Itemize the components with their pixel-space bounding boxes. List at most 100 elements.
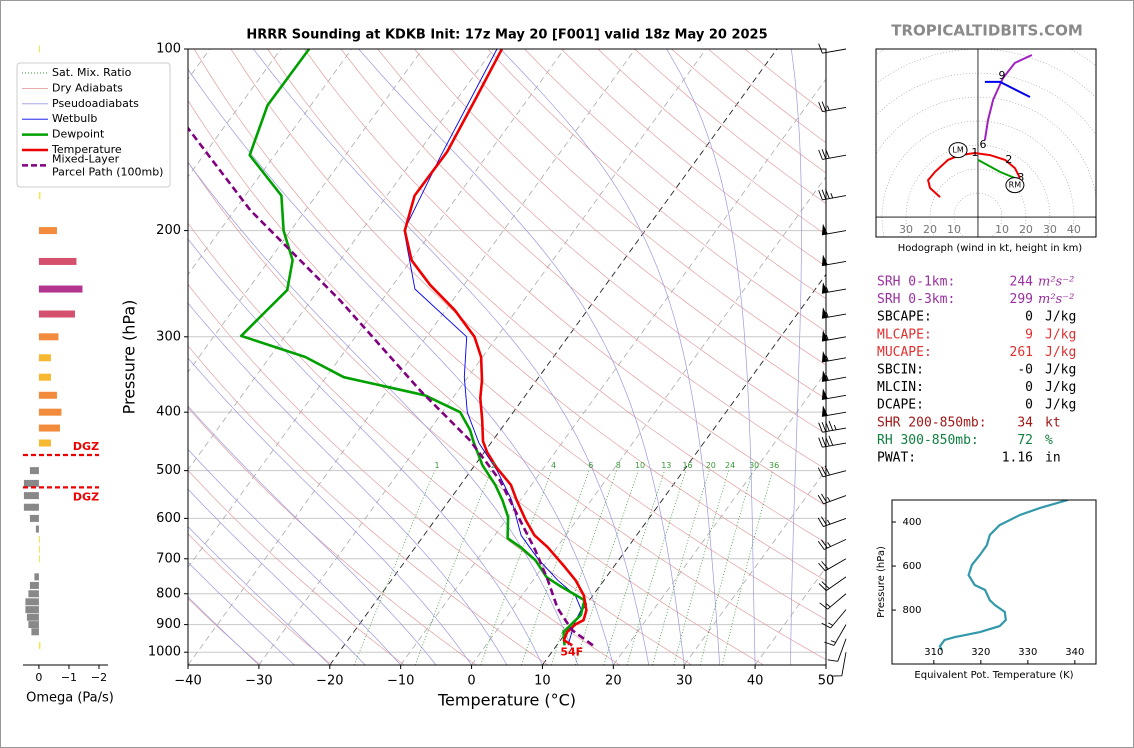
isotherm (471, 176, 826, 665)
pseudoadiabat (188, 448, 401, 665)
x-axis-label: Omega (Pa/s) (26, 691, 114, 706)
stat-unit: m²s⁻² (1038, 275, 1074, 290)
isotherm (188, 49, 565, 569)
mixing-ratio-label: 30 (749, 461, 759, 470)
dgz-label: DGZ (73, 440, 99, 453)
stat-value: 244 (1010, 275, 1034, 290)
dry-adiabat (377, 49, 826, 435)
stat-value: 34 (1017, 415, 1033, 430)
omega-bar (38, 535, 40, 543)
legend-label: Mixed-Layer Parcel Path (100mb) (52, 152, 163, 178)
mixing-ratio-line (603, 470, 665, 665)
surface-temp-label: 54F (560, 645, 583, 658)
wind-barb (817, 493, 847, 505)
storm-motion-label: LM (952, 146, 963, 155)
x-tick-label: 0 (467, 674, 475, 689)
wind-barb (821, 370, 847, 382)
y-tick-label: 400 (902, 517, 921, 528)
omega-bar (23, 492, 39, 500)
hodo-caption: Hodograph (wind in kt, height in km) (898, 243, 1083, 254)
mixing-ratio-line (699, 470, 754, 665)
wind-barb (821, 405, 847, 417)
plot-frame (187, 48, 827, 666)
stat-unit: J/kg (1045, 380, 1076, 395)
mixing-ratio-line (652, 470, 710, 665)
dry-adiabat (414, 49, 826, 400)
wind-barb (817, 465, 847, 478)
dry-adiabat (188, 222, 692, 665)
x-tick-label: 40 (747, 674, 764, 689)
stat-label: RH 300-850mb: (877, 433, 979, 448)
omega-bar (35, 525, 39, 533)
wind-barb (821, 307, 847, 319)
dry-adiabat (193, 49, 826, 621)
legend-line: Mixed-Layer (52, 152, 120, 165)
x-tick-label: −40 (174, 674, 201, 689)
legend-label: Pseudoadiabats (52, 97, 139, 110)
y-tick-label: 100 (156, 42, 181, 57)
mixing-ratio-label: 2 (491, 461, 496, 470)
pseudoadiabat (790, 49, 802, 665)
stat-unit: J/kg (1045, 363, 1076, 378)
dry-adiabat (450, 49, 826, 366)
hodo-tick-label: 30 (899, 223, 913, 236)
stat-label: DCAPE: (877, 398, 924, 413)
legend-label: Dewpoint (52, 128, 105, 141)
stat-value: 0 (1025, 398, 1033, 413)
mixing-ratio-label: 24 (725, 461, 735, 470)
profile-line (403, 49, 582, 646)
omega-bar (29, 467, 39, 475)
omega-bar (23, 479, 39, 487)
isotherm (542, 273, 826, 665)
wind-barb (821, 223, 847, 236)
x-tick-label: 330 (1018, 647, 1037, 658)
stat-unit: J/kg (1045, 310, 1076, 325)
omega-bar (38, 642, 41, 650)
pseudoadiabat (188, 405, 437, 665)
stat-value: -0 (1017, 363, 1033, 378)
isotherm (188, 49, 636, 665)
dry-adiabat (188, 161, 764, 665)
stat-unit: in (1045, 451, 1061, 466)
x-tick-label: −2 (91, 671, 107, 684)
wind-barb (821, 388, 847, 400)
hodo-tick-label: 20 (923, 223, 937, 236)
omega-bar (38, 408, 62, 416)
omega-bar (38, 545, 40, 553)
x-tick-label: −10 (387, 674, 414, 689)
stat-label: MLCIN: (877, 380, 924, 395)
wind-barb (824, 624, 847, 646)
y-tick-label: 400 (156, 405, 181, 420)
chart-title: HRRR Sounding at KDKB Init: 17z May 20 [… (246, 28, 767, 43)
mixing-ratio-label: 13 (661, 461, 671, 470)
y-tick-label: 800 (156, 586, 181, 601)
wind-barb (821, 350, 847, 363)
mixing-ratio-label: 1 (434, 461, 439, 470)
x-tick-label: 20 (605, 674, 622, 689)
stat-value: 72 (1017, 433, 1033, 448)
x-tick-label: 340 (1065, 647, 1084, 658)
height-label: 6 (980, 138, 987, 151)
omega-bar (38, 285, 83, 293)
dry-adiabat (188, 597, 261, 665)
pseudoadiabat (358, 49, 685, 665)
dgz-label: DGZ (73, 490, 99, 503)
wind-barb (818, 101, 847, 113)
wind-barb (821, 609, 847, 629)
stat-unit: J/kg (1045, 345, 1076, 360)
height-label: 2 (1005, 153, 1012, 166)
omega-bar (25, 606, 39, 614)
y-tick-label: 800 (902, 605, 921, 616)
stat-label: SBCAPE: (877, 310, 932, 325)
wind-barb (818, 420, 847, 433)
hodo-tick-label: 40 (1067, 223, 1081, 236)
x-tick-label: −30 (245, 674, 272, 689)
x-tick-label: 50 (818, 674, 835, 689)
x-tick-label: −20 (316, 674, 343, 689)
wind-barb (818, 435, 847, 448)
y-tick-label: 700 (156, 551, 181, 566)
dry-adiabat (340, 49, 826, 470)
wind-barb (819, 593, 847, 610)
omega-bar (38, 257, 77, 265)
